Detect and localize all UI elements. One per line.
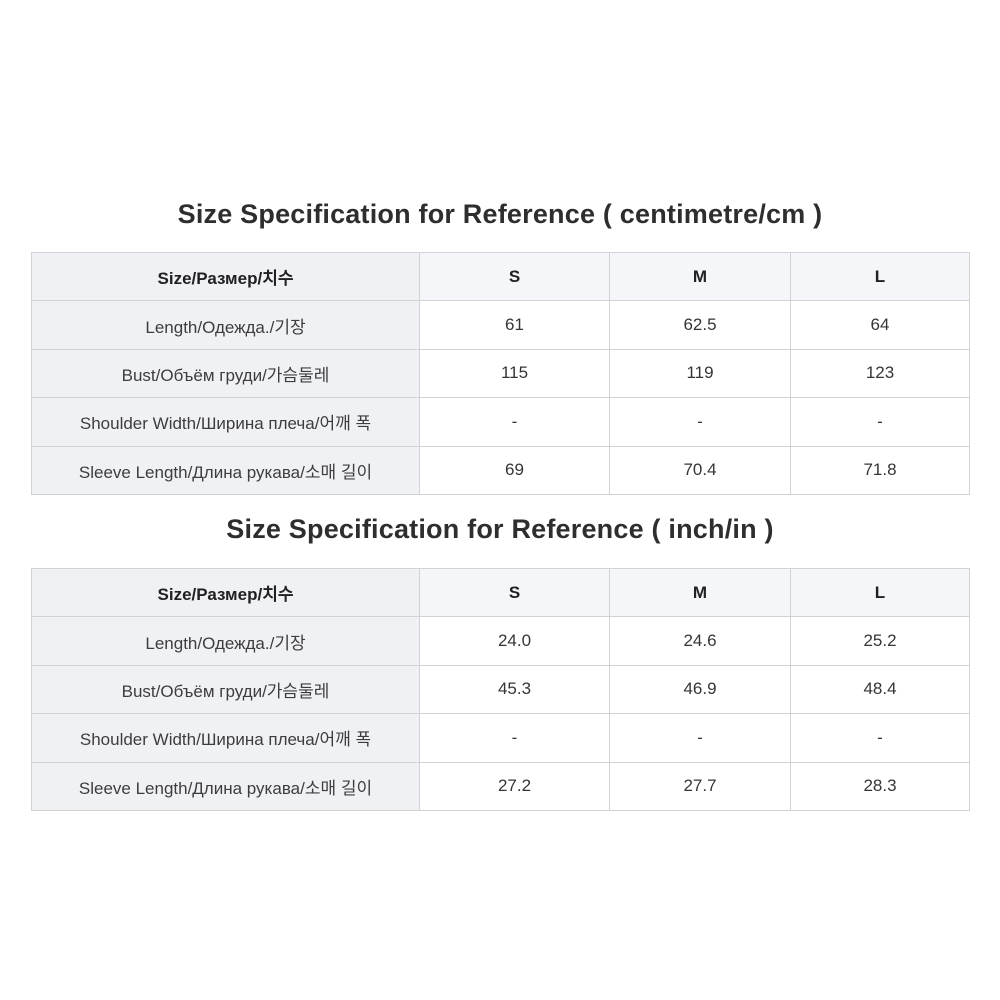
- cell-value: -: [790, 713, 970, 763]
- column-header-s: S: [419, 567, 610, 618]
- table-row-length: Length/Одежда./기장 24.0 24.6 25.2: [31, 616, 970, 666]
- cell-value: -: [609, 397, 791, 447]
- table-row-shoulder-width: Shoulder Width/Ширина плеча/어깨 폭 - - -: [31, 713, 970, 763]
- row-label: Shoulder Width/Ширина плеча/어깨 폭: [31, 713, 420, 763]
- row-label: Shoulder Width/Ширина плеча/어깨 폭: [31, 397, 420, 447]
- cell-value: 123: [790, 348, 970, 399]
- cell-value: 28.3: [790, 761, 970, 811]
- table-row-length: Length/Одежда./기장 61 62.5 64: [31, 300, 970, 350]
- row-label: Length/Одежда./기장: [31, 616, 420, 666]
- column-header-size: Size/Размер/치수: [31, 251, 420, 302]
- cell-value: -: [419, 713, 610, 763]
- cell-value: 46.9: [609, 664, 791, 715]
- cell-value: 62.5: [609, 300, 791, 350]
- row-label: Length/Одежда./기장: [31, 300, 420, 350]
- column-header-l: L: [790, 251, 970, 302]
- size-table-in: Size/Размер/치수 S M L Length/Одежда./기장 2…: [31, 567, 970, 811]
- cell-value: 69: [419, 445, 610, 495]
- cell-value: -: [790, 397, 970, 447]
- cell-value: 27.2: [419, 761, 610, 811]
- row-label: Bust/Объём груди/가슴둘레: [31, 348, 420, 399]
- header-row: Size/Размер/치수 S M L: [31, 251, 970, 302]
- cell-value: 115: [419, 348, 610, 399]
- size-table-cm-title: Size Specification for Reference ( centi…: [177, 199, 823, 229]
- column-header-l: L: [790, 567, 970, 618]
- table-row-bust: Bust/Объём груди/가슴둘레 115 119 123: [31, 348, 970, 399]
- row-label: Bust/Объём груди/가슴둘레: [31, 664, 420, 715]
- row-label: Sleeve Length/Длина рукава/소매 길이: [31, 445, 420, 495]
- cell-value: 119: [609, 348, 791, 399]
- row-label: Sleeve Length/Длина рукава/소매 길이: [31, 761, 420, 811]
- cell-value: 71.8: [790, 445, 970, 495]
- cell-value: 64: [790, 300, 970, 350]
- cell-value: 45.3: [419, 664, 610, 715]
- cell-value: 48.4: [790, 664, 970, 715]
- column-header-m: M: [609, 567, 791, 618]
- column-header-s: S: [419, 251, 610, 302]
- cell-value: 70.4: [609, 445, 791, 495]
- column-header-m: M: [609, 251, 791, 302]
- cell-value: -: [419, 397, 610, 447]
- cell-value: -: [609, 713, 791, 763]
- cell-value: 25.2: [790, 616, 970, 666]
- cell-value: 24.0: [419, 616, 610, 666]
- table-row-sleeve-length: Sleeve Length/Длина рукава/소매 길이 69 70.4…: [31, 445, 970, 495]
- cell-value: 24.6: [609, 616, 791, 666]
- header-row: Size/Размер/치수 S M L: [31, 567, 970, 618]
- column-header-size: Size/Размер/치수: [31, 567, 420, 618]
- table-row-shoulder-width: Shoulder Width/Ширина плеча/어깨 폭 - - -: [31, 397, 970, 447]
- table-row-bust: Bust/Объём груди/가슴둘레 45.3 46.9 48.4: [31, 664, 970, 715]
- table-row-sleeve-length: Sleeve Length/Длина рукава/소매 길이 27.2 27…: [31, 761, 970, 811]
- cell-value: 27.7: [609, 761, 791, 811]
- cell-value: 61: [419, 300, 610, 350]
- size-table-in-title: Size Specification for Reference ( inch/…: [226, 514, 774, 544]
- size-table-cm: Size/Размер/치수 S M L Length/Одежда./기장 6…: [31, 251, 970, 495]
